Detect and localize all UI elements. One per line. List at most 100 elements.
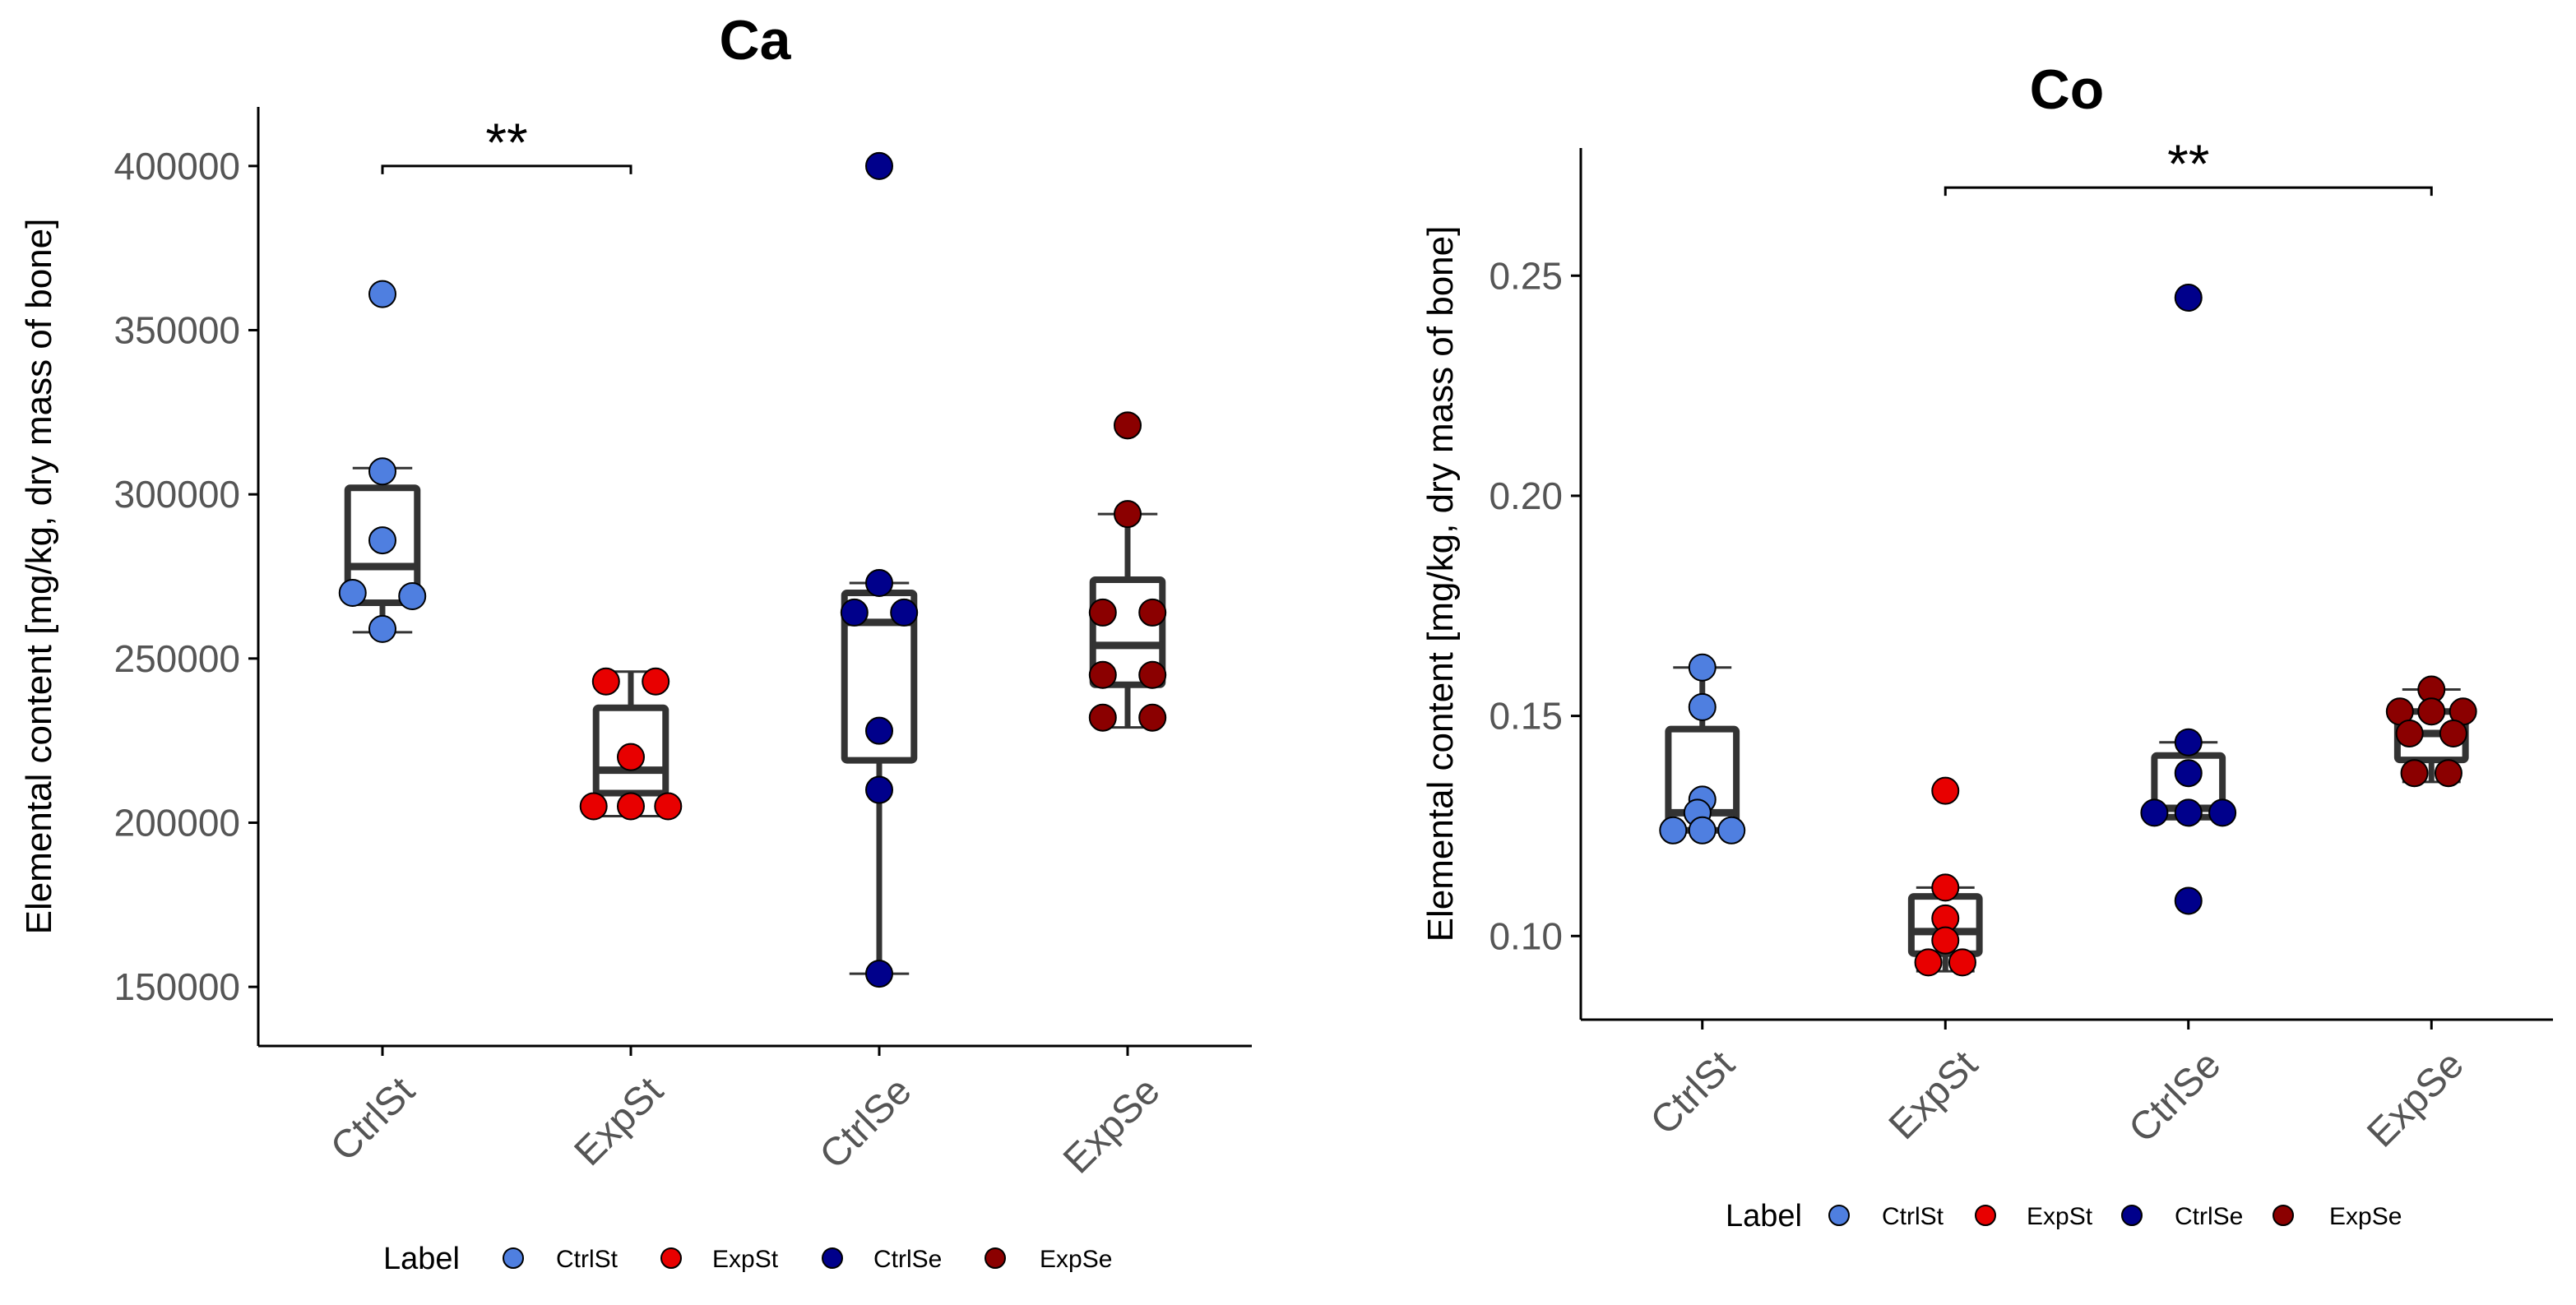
data-point bbox=[368, 457, 396, 486]
y-tick-label: 0.10 bbox=[1489, 914, 1563, 957]
data-point bbox=[890, 598, 919, 627]
data-point bbox=[1914, 948, 1943, 977]
points-ctrlst bbox=[1659, 653, 1746, 845]
data-point bbox=[1659, 816, 1688, 845]
legend-label-ctrlse: CtrlSe bbox=[2175, 1203, 2243, 1230]
data-point bbox=[338, 578, 367, 607]
legend-label-ctrlst: CtrlSt bbox=[1882, 1203, 1944, 1230]
data-point bbox=[642, 667, 670, 696]
bracket-line bbox=[1944, 186, 2433, 197]
data-point bbox=[865, 568, 893, 597]
legend-marker-expst bbox=[660, 1247, 682, 1269]
data-point bbox=[2174, 798, 2203, 827]
y-tick-label: 400000 bbox=[114, 145, 241, 187]
points-expse bbox=[2385, 675, 2477, 788]
data-point bbox=[1688, 653, 1717, 682]
y-axis-label: Elemental content [mg/kg, dry mass of bo… bbox=[19, 219, 59, 935]
data-point bbox=[2174, 284, 2203, 312]
y-axis-label: Elemental content [mg/kg, dry mass of bo… bbox=[1420, 226, 1461, 942]
data-point bbox=[1688, 692, 1717, 721]
x-tick-label-ctrlst: CtrlSt bbox=[322, 1069, 423, 1169]
points-ctrlst bbox=[338, 280, 427, 643]
significance-bracket: ** bbox=[1944, 133, 2433, 197]
legend-marker-expst bbox=[1975, 1205, 1996, 1226]
x-tick-label-ctrlse: CtrlSe bbox=[812, 1069, 920, 1178]
legend-title: Label bbox=[383, 1242, 460, 1276]
data-point bbox=[1717, 816, 1746, 845]
data-point bbox=[654, 792, 683, 821]
y-tick-label: 0.25 bbox=[1489, 254, 1563, 297]
points-ctrlse bbox=[840, 151, 919, 988]
legend-label-ctrlse: CtrlSe bbox=[873, 1246, 942, 1273]
legend-label-expse: ExpSe bbox=[1040, 1246, 1112, 1273]
significance-label: ** bbox=[485, 112, 527, 173]
y-tick-label: 200000 bbox=[114, 801, 241, 844]
legend-label-expse: ExpSe bbox=[2329, 1203, 2402, 1230]
data-point bbox=[1931, 926, 1960, 955]
bracket-line bbox=[381, 164, 632, 174]
data-point bbox=[368, 614, 396, 643]
legend-marker-ctrlst bbox=[503, 1247, 524, 1269]
y-tick-label: 150000 bbox=[114, 965, 241, 1008]
data-point bbox=[2434, 759, 2462, 788]
data-point bbox=[2208, 798, 2237, 827]
chart-title: Co bbox=[2030, 58, 2105, 121]
data-point bbox=[368, 280, 396, 308]
significance-bracket: ** bbox=[381, 112, 632, 174]
data-point bbox=[865, 151, 893, 180]
x-tick-label-expse: ExpSe bbox=[1055, 1069, 1168, 1182]
data-point bbox=[2174, 728, 2203, 757]
data-point bbox=[1948, 948, 1976, 977]
x-tick-label-expse: ExpSe bbox=[2359, 1043, 2472, 1155]
legend-marker-expse bbox=[2273, 1205, 2294, 1226]
points-expst bbox=[1914, 776, 1976, 977]
data-point bbox=[840, 598, 869, 627]
data-point bbox=[865, 960, 893, 988]
chart-title: Ca bbox=[720, 9, 792, 72]
data-point bbox=[2417, 697, 2446, 726]
data-point bbox=[2400, 759, 2429, 788]
y-tick-label: 0.15 bbox=[1489, 695, 1563, 738]
data-point bbox=[1114, 500, 1142, 529]
data-point bbox=[591, 667, 620, 696]
data-point bbox=[1688, 816, 1717, 845]
data-point bbox=[1138, 703, 1167, 732]
data-point bbox=[1931, 776, 1960, 805]
data-point bbox=[1088, 703, 1117, 732]
x-tick-label-expst: ExpSt bbox=[1881, 1043, 1986, 1148]
legend-label-ctrlst: CtrlSt bbox=[556, 1246, 619, 1273]
data-point bbox=[2140, 798, 2169, 827]
data-point bbox=[2439, 720, 2467, 748]
y-tick-label: 250000 bbox=[114, 637, 241, 680]
data-point bbox=[1138, 660, 1167, 689]
data-point bbox=[2174, 886, 2203, 915]
legend-label-expst: ExpSt bbox=[712, 1246, 779, 1273]
data-point bbox=[1088, 598, 1117, 627]
legend-label-expst: ExpSt bbox=[2027, 1203, 2093, 1230]
data-point bbox=[398, 581, 427, 610]
chart-co: Co 0.10 0.15 0.20 0.25 Elemental content [mg/… bbox=[1420, 58, 2553, 1233]
legend-marker-ctrlse bbox=[822, 1247, 843, 1269]
chart-ca: Ca 150000 200000 250000 300000 350000 400000 El… bbox=[19, 9, 1252, 1276]
x-tick-label-ctrlse: CtrlSe bbox=[2121, 1043, 2230, 1151]
points-ctrlse bbox=[2140, 284, 2237, 915]
significance-label: ** bbox=[2167, 133, 2209, 194]
data-point bbox=[2174, 759, 2203, 788]
points-expse bbox=[1088, 411, 1167, 732]
data-point bbox=[2395, 720, 2424, 748]
legend-marker-expse bbox=[985, 1247, 1006, 1269]
data-point bbox=[1088, 660, 1117, 689]
x-tick-label-ctrlst: CtrlSt bbox=[1642, 1043, 1743, 1143]
legend-title: Label bbox=[1726, 1199, 1802, 1233]
legend: Label CtrlSt ExpSt CtrlSe ExpSe bbox=[383, 1242, 1112, 1276]
data-point bbox=[617, 792, 645, 821]
data-point bbox=[865, 716, 893, 745]
y-tick-label: 0.20 bbox=[1489, 474, 1563, 517]
y-tick-label: 350000 bbox=[114, 309, 241, 352]
legend-marker-ctrlst bbox=[1828, 1205, 1850, 1226]
x-tick-label-expst: ExpSt bbox=[567, 1069, 672, 1174]
data-point bbox=[1931, 873, 1960, 902]
data-point bbox=[1138, 598, 1167, 627]
